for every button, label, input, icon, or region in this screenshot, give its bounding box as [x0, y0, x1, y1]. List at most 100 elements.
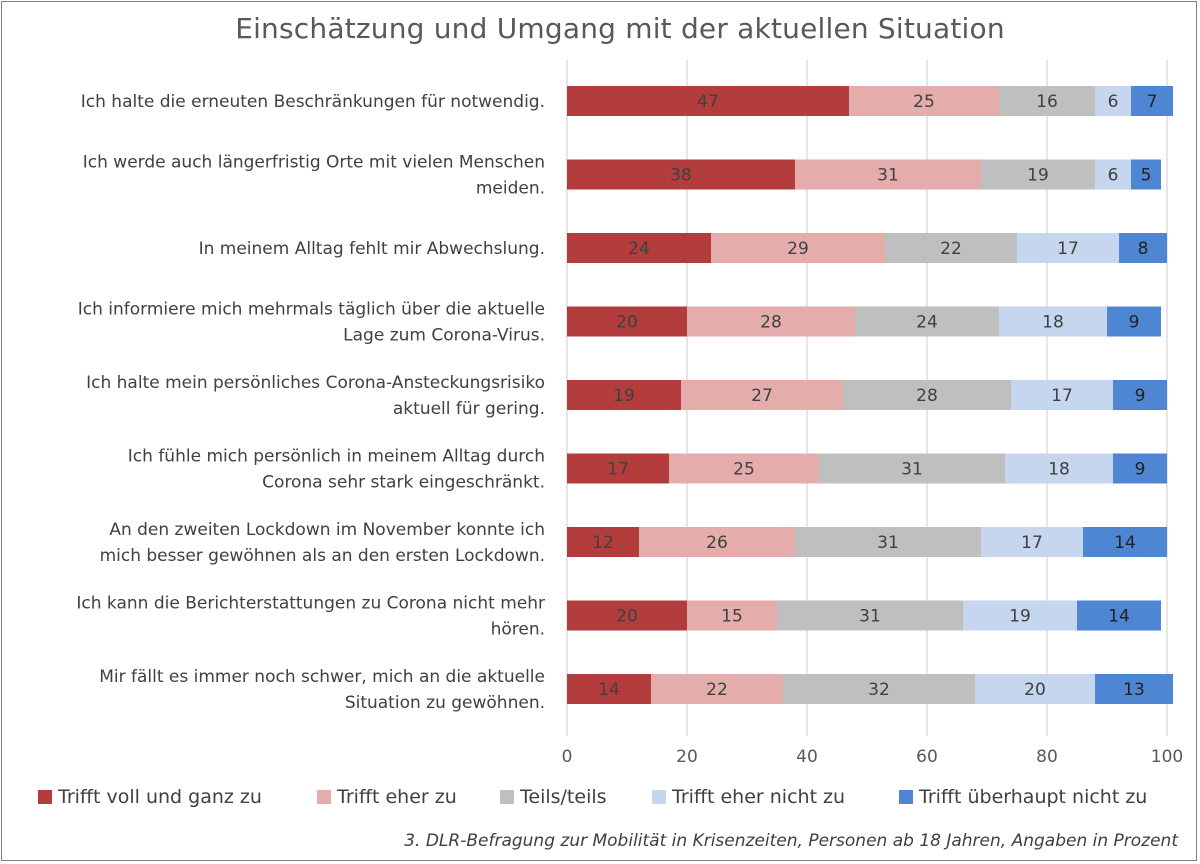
data-label: 25 — [733, 460, 755, 480]
legend-swatch — [899, 790, 913, 804]
data-label: 20 — [1024, 680, 1046, 700]
x-tick-label: 40 — [796, 747, 818, 767]
bar-segment — [963, 600, 1077, 631]
category-label: hören. — [491, 620, 545, 640]
data-label: 32 — [868, 680, 890, 700]
data-label: 38 — [670, 166, 692, 186]
bar-segment — [567, 233, 711, 263]
x-tick-label: 100 — [1151, 747, 1183, 767]
bar-segment — [981, 159, 1095, 190]
bar-segment — [1077, 600, 1161, 631]
bar-segment — [1113, 453, 1167, 484]
data-label: 31 — [901, 460, 923, 480]
bar-segment — [1095, 159, 1131, 190]
category-label: Ich halte mein persönliches Corona-Anste… — [86, 373, 545, 393]
bar-segment — [1107, 306, 1161, 337]
category-label: An den zweiten Lockdown im November konn… — [109, 520, 545, 540]
legend-swatch — [317, 790, 331, 804]
bar-segment — [999, 86, 1095, 116]
data-label: 47 — [697, 92, 719, 112]
bar-segment — [651, 674, 783, 704]
bar-segment — [849, 86, 999, 116]
data-label: 14 — [598, 680, 620, 700]
legend: Trifft voll und ganz zu Trifft eher zu Tei… — [38, 786, 1147, 808]
bar-segment — [639, 527, 795, 557]
data-label: 6 — [1108, 166, 1119, 186]
legend-label: Trifft eher zu — [336, 786, 457, 808]
data-label: 22 — [940, 239, 962, 259]
bar-segment — [567, 600, 687, 631]
data-label: 17 — [607, 460, 629, 480]
data-label: 17 — [1051, 386, 1073, 406]
data-label: 16 — [1036, 92, 1058, 112]
bar-segment — [687, 306, 855, 337]
x-tick-label: 80 — [1036, 747, 1058, 767]
data-label: 19 — [613, 386, 635, 406]
bar-segment — [1131, 86, 1173, 116]
bar-segment — [711, 233, 885, 263]
bar-segment — [777, 600, 963, 631]
bar-segment — [795, 159, 981, 190]
bar-segment — [1017, 233, 1119, 263]
bar-segment — [1119, 233, 1167, 263]
data-label: 27 — [751, 386, 773, 406]
bar-segment — [1131, 159, 1161, 190]
bar-segment — [795, 527, 981, 557]
data-label: 19 — [1027, 166, 1049, 186]
chart-title: Einschätzung und Umgang mit der aktuelle… — [235, 12, 1005, 45]
bar-segments: 47 25 16 6 7 38 31 19 6 5 24 29 22 17 8 20 28 24 18 9 19 27 28… — [567, 86, 1173, 704]
bar-segment — [783, 674, 975, 704]
category-label: Ich informiere mich mehrmals täglich übe… — [78, 300, 545, 320]
data-label: 28 — [916, 386, 938, 406]
bar-segment — [687, 600, 777, 631]
bar-segment — [567, 453, 669, 484]
data-label: 28 — [760, 313, 782, 333]
category-label: Mir fällt es immer noch schwer, mich an … — [99, 667, 545, 687]
bar-segment — [1113, 380, 1167, 410]
data-label: 9 — [1129, 313, 1140, 333]
bar-segment — [567, 380, 681, 410]
data-label: 13 — [1123, 680, 1145, 700]
category-label: aktuell für gering. — [393, 399, 545, 419]
legend-label: Trifft voll und ganz zu — [57, 786, 262, 808]
legend-label: Teils/teils — [519, 786, 607, 808]
data-label: 9 — [1135, 460, 1146, 480]
data-label: 24 — [628, 239, 650, 259]
legend-swatch — [38, 790, 52, 804]
legend-swatch — [652, 790, 666, 804]
bar-segment — [855, 306, 999, 337]
data-label: 9 — [1135, 386, 1146, 406]
data-label: 25 — [913, 92, 935, 112]
data-label: 7 — [1147, 92, 1158, 112]
data-label: 5 — [1141, 166, 1152, 186]
bar-segment — [567, 159, 795, 190]
data-label: 20 — [616, 313, 638, 333]
legend-label: Trifft überhaupt nicht zu — [918, 786, 1147, 808]
bar-segment — [1011, 380, 1113, 410]
data-label: 12 — [592, 533, 614, 553]
data-label: 31 — [859, 607, 881, 627]
bar-segment — [567, 527, 639, 557]
bar-segment — [567, 674, 651, 704]
data-label: 17 — [1021, 533, 1043, 553]
category-label: Ich kann die Berichterstattungen zu Coro… — [76, 594, 545, 614]
data-label: 14 — [1108, 607, 1130, 627]
bar-segment — [819, 453, 1005, 484]
category-label: Ich werde auch längerfristig Orte mit vi… — [83, 153, 545, 173]
category-label: Ich fühle mich persönlich in meinem Allt… — [128, 447, 545, 467]
bar-segment — [1095, 674, 1173, 704]
bar-segment — [567, 86, 849, 116]
data-label: 24 — [916, 313, 938, 333]
bar-segment — [975, 674, 1095, 704]
bar-segment — [681, 380, 843, 410]
bar-segment — [669, 453, 819, 484]
bar-segment — [1083, 527, 1167, 557]
data-label: 31 — [877, 533, 899, 553]
data-label: 15 — [721, 607, 743, 627]
bar-segment — [567, 306, 687, 337]
data-label: 20 — [616, 607, 638, 627]
legend-label: Trifft eher nicht zu — [671, 786, 845, 808]
category-label: mich besser gewöhnen als an den ersten L… — [100, 546, 545, 566]
